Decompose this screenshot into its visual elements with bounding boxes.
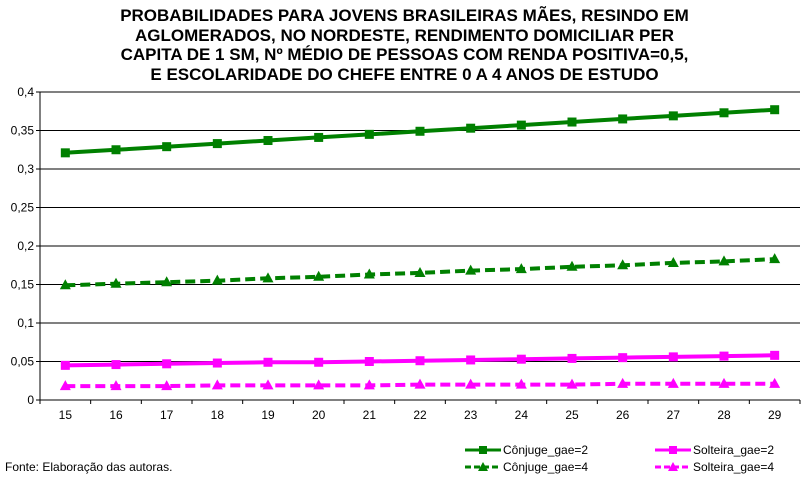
data-point <box>313 270 325 281</box>
data-point <box>263 357 273 367</box>
data-point <box>59 380 71 391</box>
data-point <box>60 148 70 158</box>
data-point <box>718 255 730 266</box>
data-point <box>364 129 374 139</box>
data-point <box>466 355 476 365</box>
data-point <box>162 359 172 369</box>
x-tick-label: 18 <box>211 408 225 422</box>
data-point <box>617 377 629 388</box>
y-tick-label: 0,1 <box>17 316 34 330</box>
data-point <box>111 360 121 370</box>
legend-swatch-solid-square <box>655 446 691 454</box>
data-point <box>465 378 477 389</box>
legend-label: Cônjuge_gae=4 <box>503 460 589 474</box>
data-point <box>263 136 273 146</box>
x-tick-label: 21 <box>363 408 377 422</box>
data-point <box>516 120 526 130</box>
source-note: Fonte: Elaboração das autoras. <box>5 460 173 474</box>
y-tick-label: 0 <box>27 393 34 407</box>
data-point <box>415 356 425 366</box>
x-tick-label: 26 <box>616 408 630 422</box>
data-point <box>567 117 577 127</box>
data-point <box>111 145 121 155</box>
data-point <box>161 276 173 287</box>
data-point <box>211 379 223 390</box>
data-point <box>262 379 274 390</box>
data-point <box>567 353 577 363</box>
data-point <box>211 274 223 285</box>
x-tick-label: 29 <box>768 408 782 422</box>
data-point <box>668 111 678 121</box>
y-tick-label: 0,3 <box>17 162 34 176</box>
data-point <box>667 256 679 267</box>
data-point <box>719 351 729 361</box>
data-point <box>314 357 324 367</box>
data-point <box>363 268 375 279</box>
data-point <box>618 353 628 363</box>
x-tick-label: 20 <box>312 408 326 422</box>
data-point <box>364 357 374 366</box>
data-point <box>262 272 274 283</box>
data-point <box>314 132 324 142</box>
data-point <box>212 358 222 368</box>
data-point <box>515 378 527 389</box>
y-tick-label: 0,2 <box>17 239 34 253</box>
data-point <box>110 380 122 391</box>
legend-swatch-dashed-triangle <box>465 462 501 471</box>
legend-item-solteira-gae4: Solteira_gae=4 <box>655 459 774 475</box>
x-tick-label: 22 <box>413 408 427 422</box>
legend-swatch-solid-square <box>465 446 501 454</box>
y-tick-label: 0,05 <box>11 355 35 369</box>
x-tick-label: 16 <box>109 408 123 422</box>
data-point <box>161 380 173 391</box>
y-tick-label: 0,15 <box>11 278 35 292</box>
data-point <box>770 105 780 115</box>
legend-item-solteira-gae2: Solteira_gae=2 <box>655 442 774 458</box>
x-tick-label: 27 <box>667 408 681 422</box>
legend-swatch-dashed-triangle <box>655 462 691 471</box>
data-point <box>212 139 222 149</box>
data-point <box>466 123 476 133</box>
x-tick-label: 17 <box>160 408 174 422</box>
data-point <box>516 354 526 364</box>
data-point <box>465 264 477 275</box>
x-tick-label: 15 <box>59 408 73 422</box>
data-point <box>60 360 70 370</box>
y-tick-label: 0,4 <box>17 85 34 99</box>
data-point <box>719 108 729 118</box>
data-point <box>515 263 527 274</box>
data-point <box>110 277 122 288</box>
x-tick-label: 19 <box>261 408 275 422</box>
data-point <box>313 379 325 390</box>
x-tick-label: 23 <box>464 408 478 422</box>
data-point <box>667 377 679 388</box>
chart-title: PROBABILIDADES PARA JOVENS BRASILEIRAS M… <box>120 6 689 84</box>
data-point <box>618 114 628 124</box>
data-point <box>414 266 426 277</box>
legend-label: Solteira_gae=4 <box>693 460 775 474</box>
data-point <box>769 253 781 264</box>
data-point <box>668 352 678 362</box>
data-point <box>59 279 71 290</box>
x-tick-label: 24 <box>515 408 529 422</box>
x-tick-label: 28 <box>717 408 731 422</box>
data-point <box>566 378 578 389</box>
legend-item-conjuge-gae2: Cônjuge_gae=2 <box>465 442 588 458</box>
legend-label: Solteira_gae=2 <box>693 443 775 457</box>
data-point <box>415 126 425 136</box>
legend-item-conjuge-gae4: Cônjuge_gae=4 <box>465 459 588 475</box>
x-tick-label: 25 <box>565 408 579 422</box>
y-tick-label: 0,35 <box>11 124 35 138</box>
data-point <box>162 142 172 152</box>
data-point <box>414 378 426 389</box>
data-point <box>769 377 781 388</box>
data-point <box>363 379 375 390</box>
legend-label: Cônjuge_gae=2 <box>503 443 589 457</box>
data-point <box>617 259 629 270</box>
data-point <box>770 350 780 360</box>
y-tick-label: 0,25 <box>11 201 35 215</box>
data-point <box>718 377 730 388</box>
data-point <box>566 260 578 271</box>
